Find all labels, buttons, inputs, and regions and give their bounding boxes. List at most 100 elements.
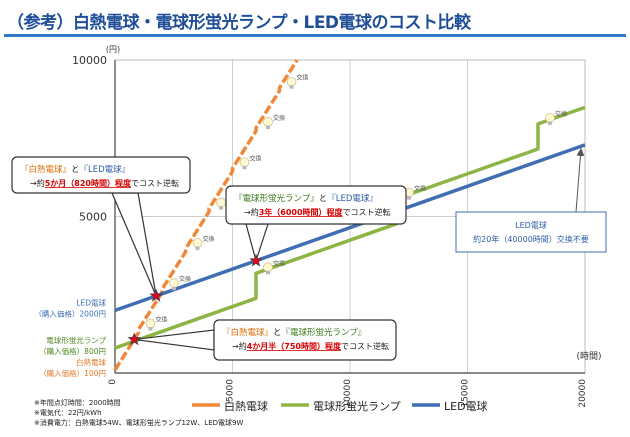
callout-box — [11, 156, 191, 194]
footnote-hours: ※年間点灯時間：2000時間 — [34, 399, 121, 407]
x-tick-label: 5000 — [226, 379, 236, 402]
led-note-arrow — [575, 147, 585, 213]
bulb-icon — [263, 117, 273, 127]
crossing-star-icon — [149, 288, 163, 302]
callout-title-part-2: 『電球形蛍光ランプ』 — [282, 327, 367, 338]
y-tick-label: 5000 — [79, 211, 107, 224]
legend-label-2: LED電球 — [444, 399, 488, 413]
bulb-base-icon — [242, 165, 247, 170]
exchange-marker-2: 交換 — [192, 235, 215, 250]
series-line-0 — [113, 59, 299, 371]
led-note-detail: 約20年（40000時間）交換不要 — [473, 234, 589, 244]
bulb-base-icon — [407, 196, 411, 200]
price-label-name: 白熱電球 — [76, 357, 106, 367]
callout-detail-part-0: →約 — [244, 207, 259, 217]
callout-detail-part-1: 4か月半（750時間）程度 — [247, 341, 342, 351]
bulb-icon — [286, 76, 297, 87]
x-unit-label: (時間) — [576, 351, 601, 362]
price-label-value: （購入価格）100円 — [39, 368, 106, 378]
legend-label-0: 白熱電球 — [224, 399, 268, 413]
callout-title: 『白熱電球』と『電球形蛍光ランプ』 — [222, 327, 366, 338]
bulb-icon — [545, 113, 555, 123]
footnotes: ※年間点灯時間：2000時間 ※電気代：22円/kWh ※消費電力：白熱電球54… — [34, 398, 243, 428]
exchange-label: 交換 — [179, 275, 191, 283]
exchange-marker-8: 交換 — [404, 185, 426, 200]
bulb-icon — [216, 197, 226, 208]
callout-title-part-0: 『白熱電球』 — [222, 327, 273, 338]
callout-detail: →約5か月（820時間）程度でコスト逆転 — [30, 178, 179, 188]
legend-label-1: 電球形蛍光ランプ — [313, 399, 401, 413]
exchange-label: 交換 — [156, 316, 168, 324]
exchange-marker-0: 交換 — [145, 316, 168, 331]
bulb-base-icon — [219, 206, 223, 210]
exchange-label: 交換 — [297, 74, 309, 82]
exchange-label: 交換 — [203, 235, 215, 243]
exchange-marker-5: 交換 — [263, 114, 285, 129]
bulb-icon — [239, 157, 250, 168]
bulb-base-icon — [289, 85, 294, 89]
series-line-2 — [114, 143, 586, 313]
price-label-name: LED電球 — [76, 297, 106, 307]
exchange-marker-6: 交換 — [286, 74, 309, 89]
callout-box — [213, 319, 397, 361]
led-note-title: LED電球 — [515, 220, 547, 230]
x-tick-label: 0 — [108, 379, 118, 385]
footnote-electricity-rate: ※電気代：22円/kWh — [34, 409, 102, 417]
exchange-marker-1: 交換 — [169, 275, 191, 291]
x-tick-label: 15000 — [461, 379, 471, 408]
bulb-icon — [192, 238, 203, 248]
callout-title-part-1: と — [71, 165, 80, 175]
exchange-marker-4: 交換 — [239, 154, 262, 170]
crossing-star-icon — [127, 332, 142, 346]
callout-detail-part-1: 3年（6000時間）程度 — [259, 207, 344, 217]
exchange-marker-7: 交換 — [263, 259, 285, 275]
callout-pointer — [245, 223, 269, 263]
bulb-base-icon — [548, 121, 552, 125]
callout-detail-part-1: 5か月（820時間）程度 — [45, 178, 132, 188]
bulb-base-icon — [266, 125, 270, 129]
callout-title-part-0: 『白熱電球』 — [20, 164, 71, 175]
price-label-value: （購入価格）800円 — [39, 346, 106, 356]
callout-pointer — [134, 329, 215, 351]
exchange-label: 交換 — [414, 185, 426, 193]
bulb-icon — [169, 278, 179, 289]
callout-title: 『電球形蛍光ランプ』と『LED電球』 — [234, 193, 378, 204]
crossing-star-icon — [249, 253, 263, 267]
price-label-value: （購入価格）2000円 — [34, 308, 106, 318]
callout-title: 『白熱電球』と『LED電球』 — [20, 164, 130, 175]
callout-title-part-1: と — [273, 328, 282, 338]
slide-title: （参考）白熱電球・電球形蛍光ランプ・LED電球のコスト比較 — [7, 13, 471, 33]
callout-detail-part-2: でコスト逆転 — [343, 207, 391, 217]
bulb-base-icon — [195, 246, 200, 250]
price-label-name: 電球形蛍光ランプ — [46, 335, 106, 345]
callout-detail: →約3年（6000時間）程度でコスト逆転 — [244, 207, 391, 217]
exchange-label: 交換 — [555, 110, 567, 118]
bulb-base-icon — [148, 327, 153, 331]
callout-title-part-2: 『LED電球』 — [327, 193, 378, 204]
callout-detail-part-2: でコスト逆転 — [341, 341, 389, 351]
callout-detail-part-2: でコスト逆転 — [131, 178, 179, 188]
bulb-base-icon — [172, 286, 176, 291]
bulb-icon — [263, 262, 273, 273]
y-unit-label: (円) — [106, 45, 120, 54]
callout-title-part-1: と — [319, 194, 328, 204]
x-tick-label: 20000 — [578, 379, 588, 408]
x-tick-label: 10000 — [343, 379, 353, 408]
title-rule — [4, 34, 626, 37]
led-note-box — [455, 211, 607, 253]
footnote-power-consumption: ※消費電力：白熱電球54W、電球形蛍光ランプ12W、LED電球9W — [34, 419, 244, 427]
exchange-label: 交換 — [250, 154, 262, 162]
callout-pointer — [111, 192, 157, 297]
bulb-icon — [145, 318, 156, 329]
exchange-label: 交換 — [273, 114, 285, 122]
callout-detail-part-0: →約 — [232, 341, 247, 351]
exchange-marker-9: 交換 — [545, 110, 567, 125]
callout-title-part-0: 『電球形蛍光ランプ』 — [234, 193, 319, 204]
callout-title-part-2: 『LED電球』 — [80, 164, 131, 175]
y-tick-label: 10000 — [72, 54, 107, 67]
bulb-base-icon — [266, 270, 270, 275]
callout-detail-part-0: →約 — [30, 178, 45, 188]
exchange-label: 交換 — [273, 259, 285, 267]
